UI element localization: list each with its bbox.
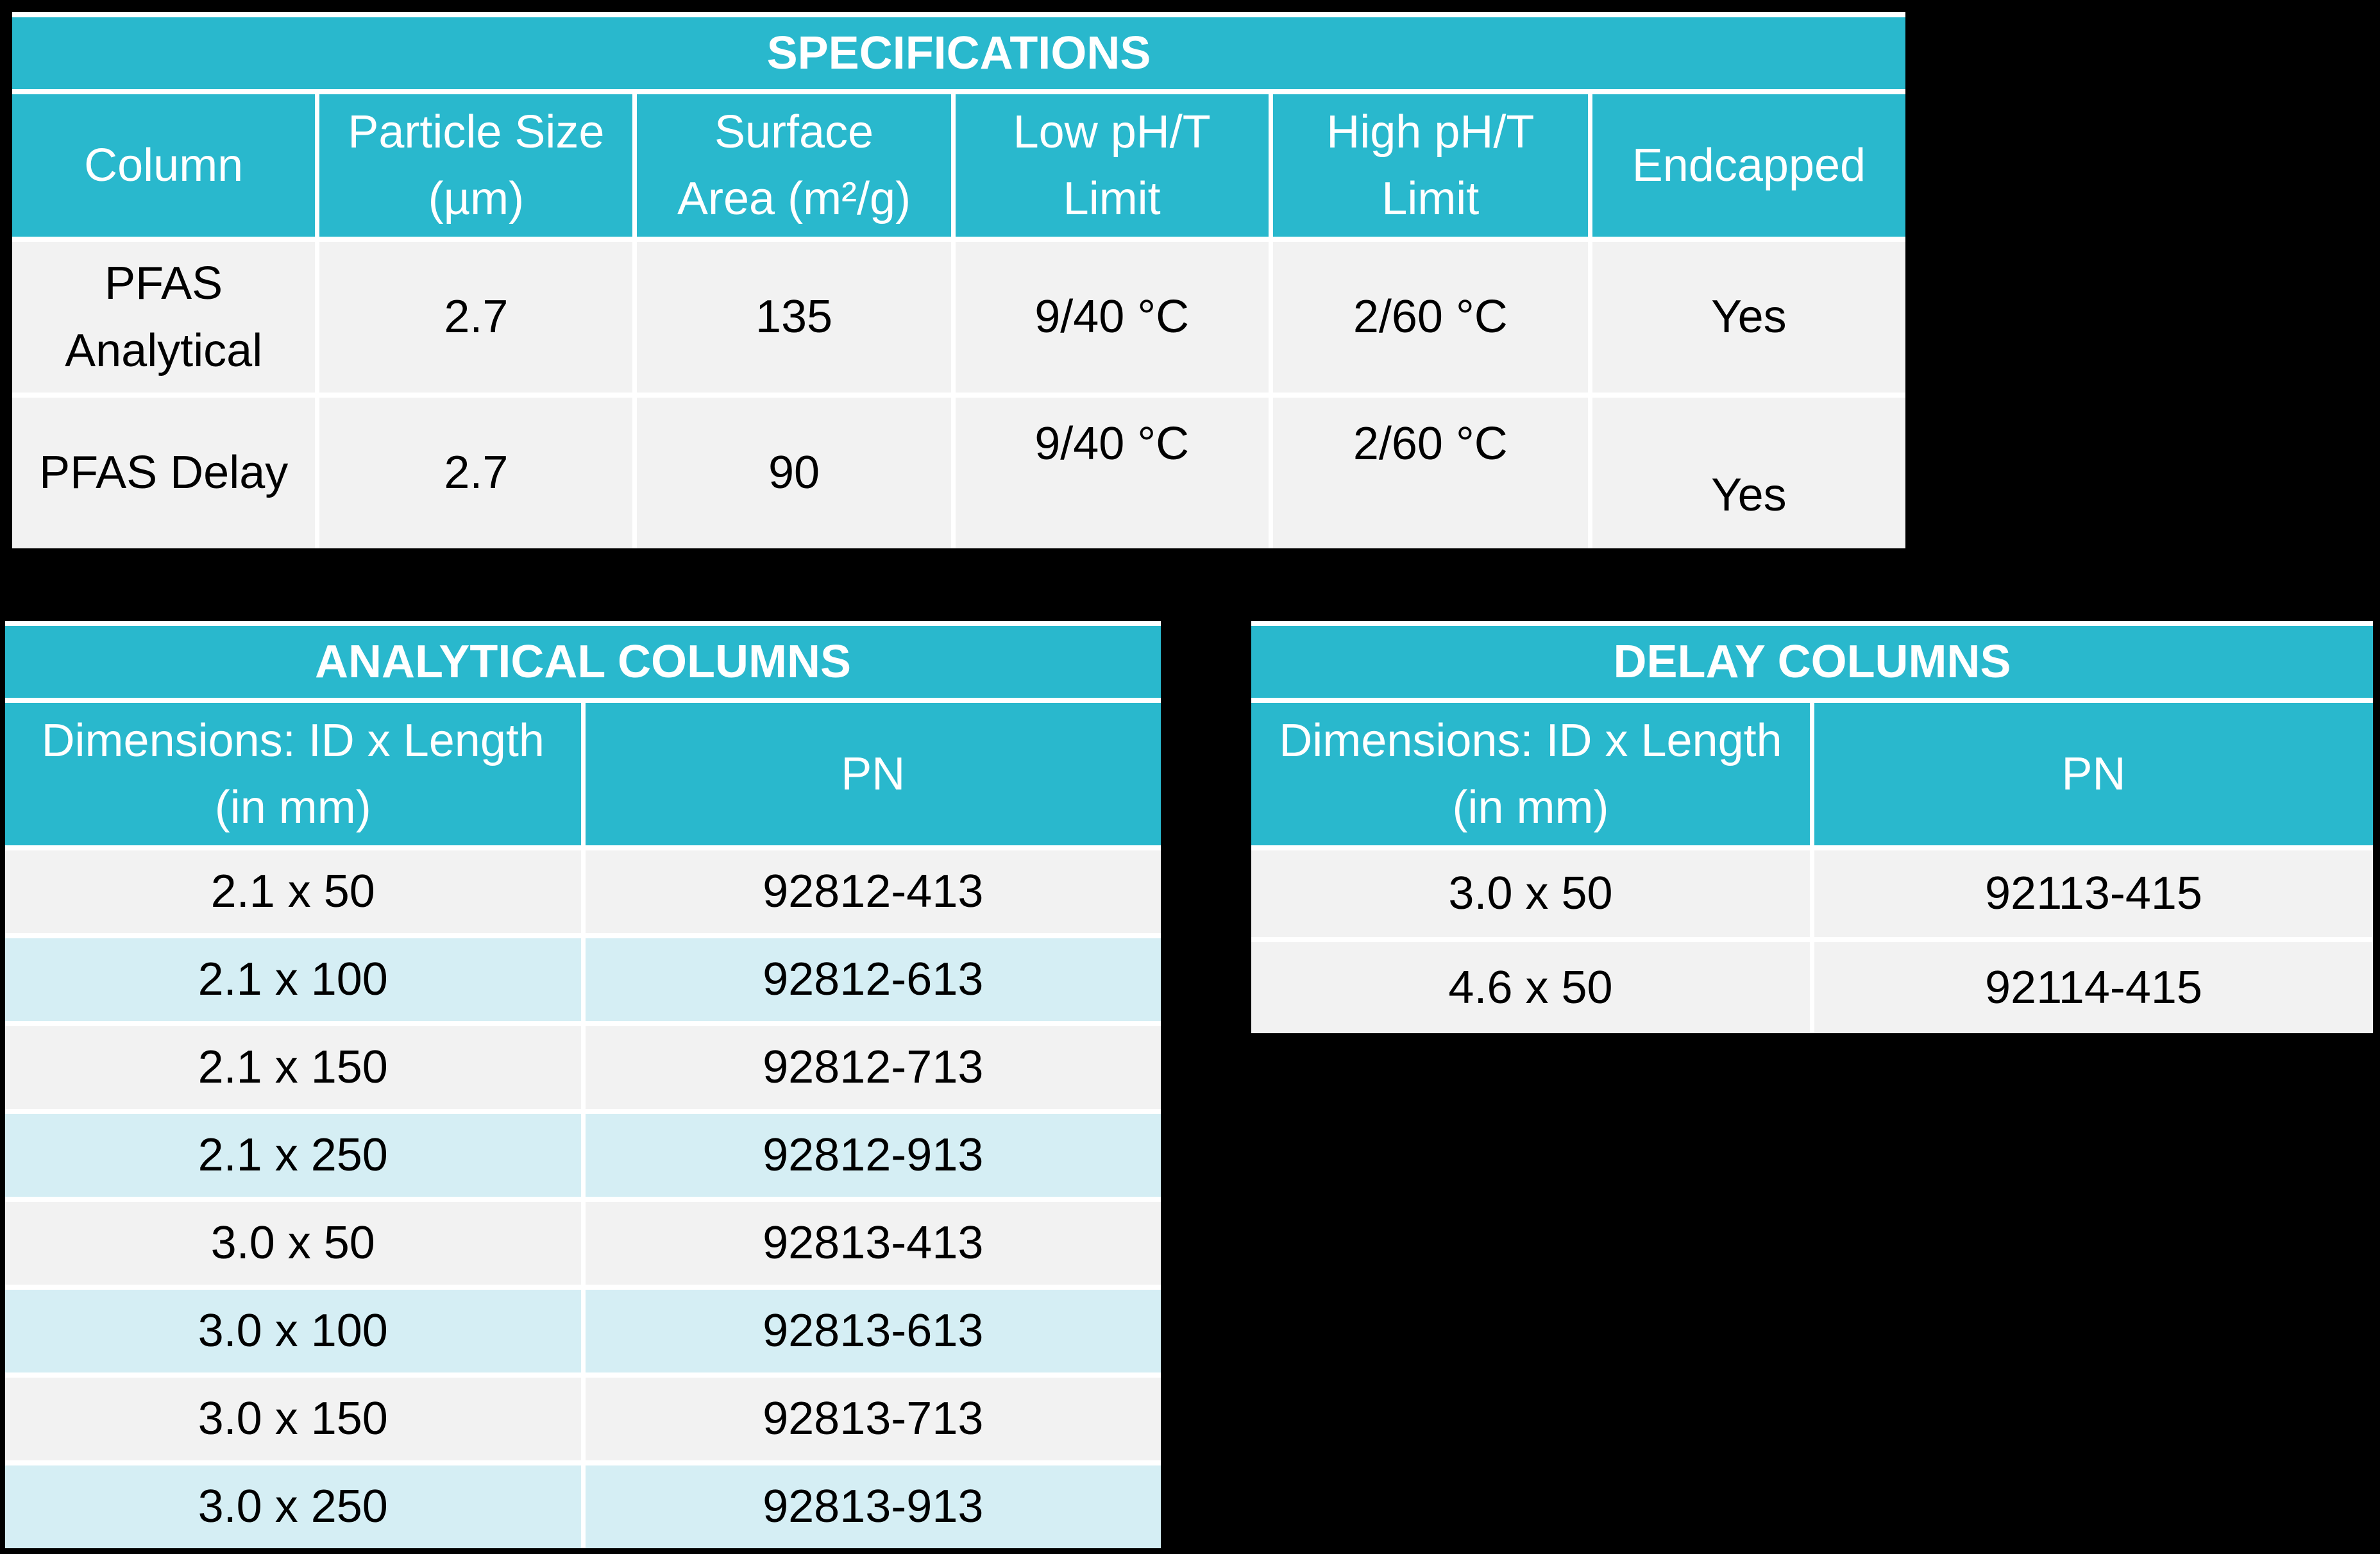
analytical-cell-dimensions: 2.1 x 50 (5, 850, 581, 933)
delay-header-dimensions: Dimensions: ID x Length (in mm) (1251, 703, 1810, 845)
analytical-columns-title: ANALYTICAL COLUMNS (5, 626, 1161, 698)
spec-cell-analytical-name: PFAS Analytical (12, 242, 316, 393)
spec-cell-delay-surface-area: 90 (637, 398, 951, 548)
spec-cell-delay-endcapped: Yes (1592, 398, 1905, 548)
spec-cell-analytical-high-ph: 2/60 °C (1272, 242, 1588, 393)
spec-cell-analytical-low-ph: 9/40 °C (955, 242, 1269, 393)
analytical-cell-pn: 92812-913 (585, 1114, 1161, 1197)
spec-cell-analytical-particle-size: 2.7 (319, 242, 633, 393)
analytical-cell-pn: 92812-613 (585, 938, 1161, 1021)
analytical-cell-pn: 92813-413 (585, 1202, 1161, 1285)
delay-columns-title: DELAY COLUMNS (1251, 626, 2373, 698)
spec-cell-delay-name: PFAS Delay (12, 398, 316, 548)
analytical-cell-dimensions: 3.0 x 150 (5, 1378, 581, 1460)
analytical-cell-dimensions: 2.1 x 250 (5, 1114, 581, 1197)
spec-header-particle-size: Particle Size (µm) (319, 94, 633, 237)
delay-cell-pn: 92114-415 (1814, 942, 2373, 1033)
analytical-cell-dimensions: 2.1 x 100 (5, 938, 581, 1021)
analytical-columns-table: ANALYTICAL COLUMNS Dimensions: ID x Leng… (5, 621, 1161, 1548)
delay-columns-table: DELAY COLUMNS Dimensions: ID x Length (i… (1251, 621, 2373, 1033)
spec-header-low-ph-limit: Low pH/T Limit (955, 94, 1269, 237)
spec-cell-delay-particle-size: 2.7 (319, 398, 633, 548)
spec-header-column: Column (12, 94, 316, 237)
specifications-table: SPECIFICATIONS Column Particle Size (µm)… (12, 12, 1905, 548)
analytical-cell-dimensions: 3.0 x 250 (5, 1465, 581, 1548)
analytical-cell-dimensions: 3.0 x 50 (5, 1202, 581, 1285)
analytical-cell-pn: 92813-713 (585, 1378, 1161, 1460)
spec-header-high-ph-limit: High pH/T Limit (1272, 94, 1588, 237)
delay-cell-dimensions: 3.0 x 50 (1251, 850, 1810, 937)
specifications-title: SPECIFICATIONS (12, 17, 1905, 89)
delay-header-pn: PN (1814, 703, 2373, 845)
analytical-cell-pn: 92812-413 (585, 850, 1161, 933)
analytical-header-pn: PN (585, 703, 1161, 845)
analytical-cell-dimensions: 2.1 x 150 (5, 1026, 581, 1109)
analytical-cell-dimensions: 3.0 x 100 (5, 1290, 581, 1372)
spec-cell-analytical-endcapped: Yes (1592, 242, 1905, 393)
analytical-header-dimensions: Dimensions: ID x Length (in mm) (5, 703, 581, 845)
analytical-cell-pn: 92813-613 (585, 1290, 1161, 1372)
spec-header-endcapped: Endcapped (1592, 94, 1905, 237)
analytical-cell-pn: 92813-913 (585, 1465, 1161, 1548)
spec-cell-analytical-surface-area: 135 (637, 242, 951, 393)
spec-cell-delay-high-ph: 2/60 °C (1272, 398, 1588, 548)
spec-header-surface-area: Surface Area (m²/g) (637, 94, 951, 237)
delay-cell-dimensions: 4.6 x 50 (1251, 942, 1810, 1033)
analytical-cell-pn: 92812-713 (585, 1026, 1161, 1109)
delay-cell-pn: 92113-415 (1814, 850, 2373, 937)
spec-cell-delay-low-ph: 9/40 °C (955, 398, 1269, 548)
